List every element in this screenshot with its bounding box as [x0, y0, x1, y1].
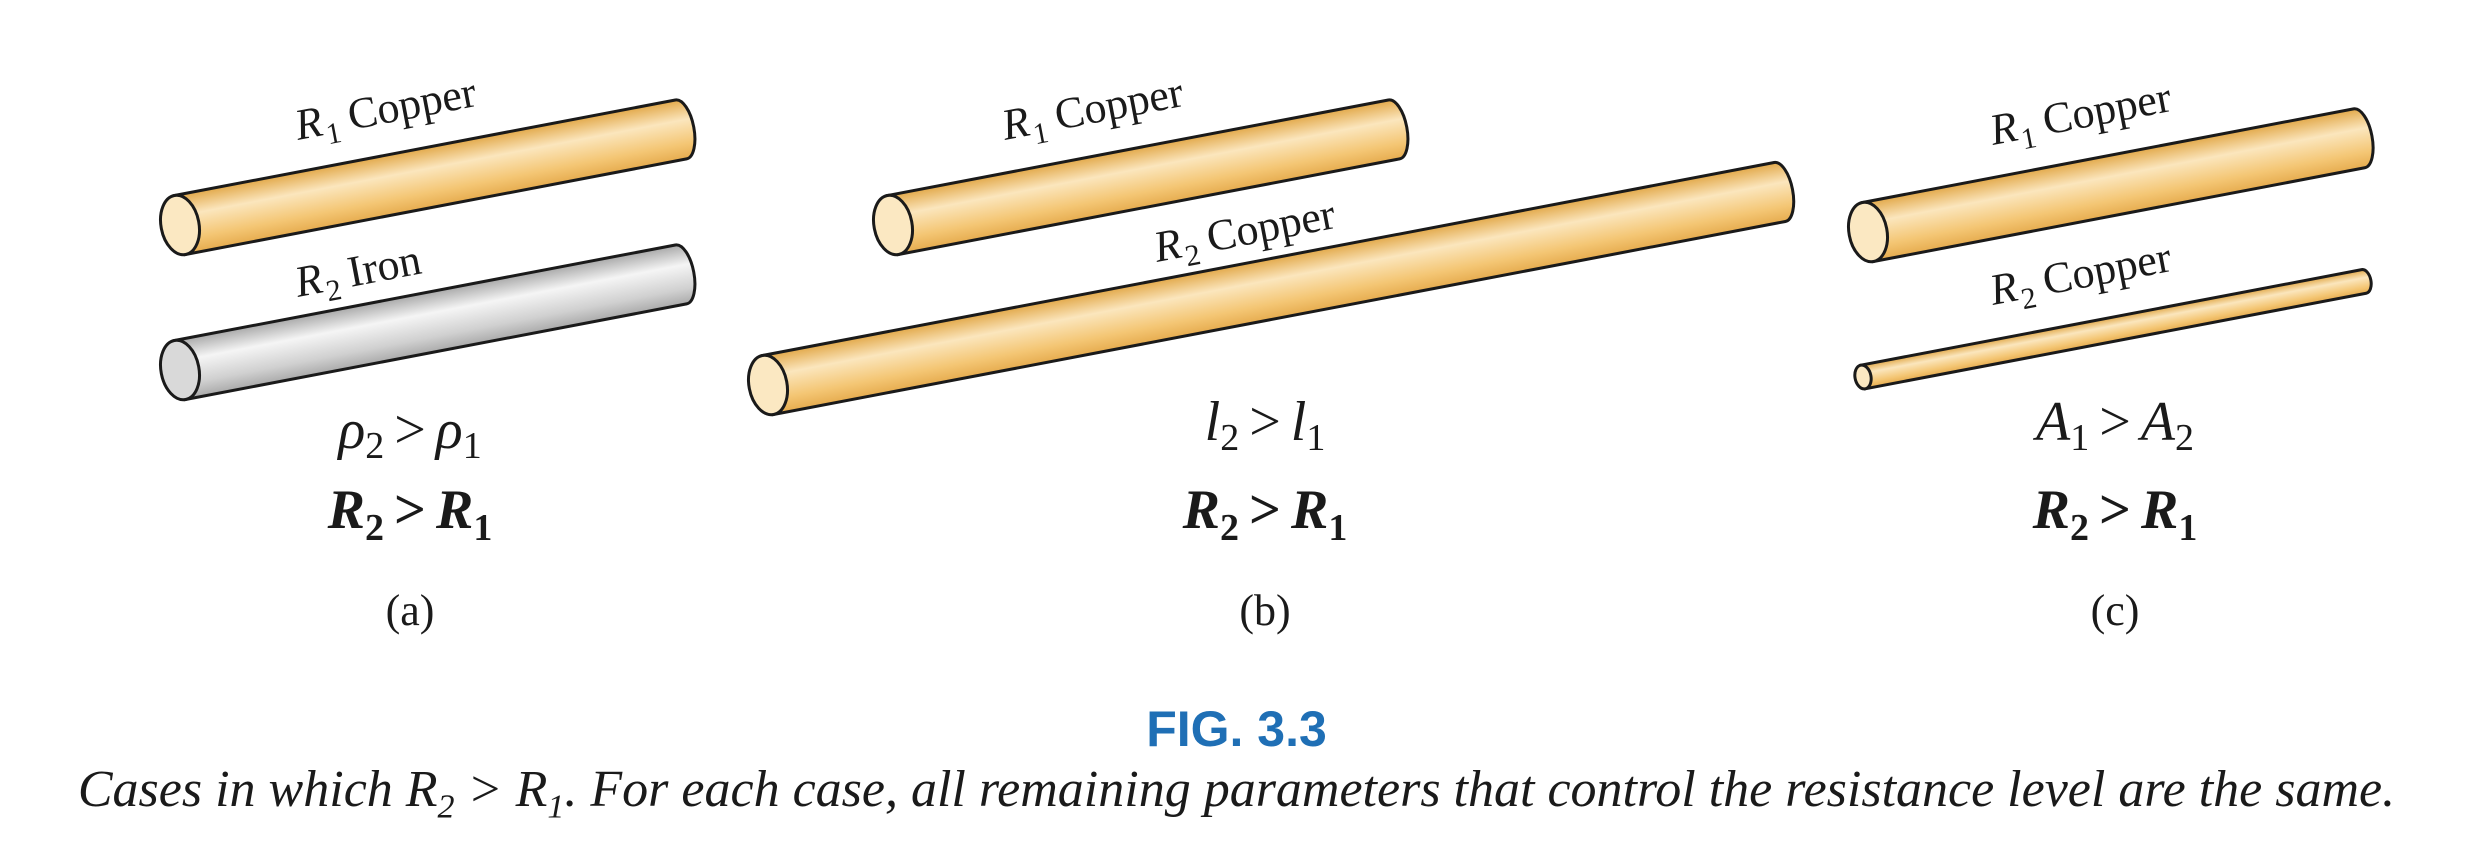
rod-r2-copper-long — [747, 160, 1796, 417]
rod-r2-copper-thin — [1853, 268, 2373, 391]
caption-sub: 1 — [547, 788, 565, 826]
rod-r1-copper — [159, 98, 697, 257]
panel-a: R1Copper R2Iron ρ2 > ρ1 R2 > R1 (a) — [159, 67, 697, 635]
panel-b: R1Copper R2Copper l2 > l1 R2 > R1 (b) — [747, 67, 1796, 635]
panel-c: R1Copper R2Copper A1 > A2 R2 > R1 (c) — [1847, 72, 2375, 635]
result-b: R2 > R1 — [1182, 479, 1348, 549]
caption-part: Cases in which R — [77, 761, 438, 818]
rod-r1-copper — [1847, 107, 2375, 264]
rod-r2-label: R2Copper — [1985, 232, 2177, 322]
caption-part: > R — [454, 761, 548, 818]
figure-label: FIG. 3.3 — [1146, 701, 1327, 757]
result-c: R2 > R1 — [2032, 479, 2198, 549]
relation-b: l2 > l1 — [1205, 391, 1326, 459]
tag-a: (a) — [386, 586, 435, 635]
caption-sub: 2 — [437, 788, 455, 826]
relation-c: A1 > A2 — [2032, 391, 2194, 459]
result-a: R2 > R1 — [327, 479, 493, 549]
relation-a: ρ2 > ρ1 — [336, 399, 481, 467]
rod-r1-copper — [872, 98, 1410, 257]
figure-caption: Cases in which R2 > R1. For each case, a… — [0, 760, 2473, 826]
tag-c: (c) — [2091, 586, 2140, 635]
caption-part: . For each case, all remaining parameter… — [564, 761, 2396, 818]
tag-b: (b) — [1239, 586, 1290, 635]
rod-r2-iron — [159, 243, 697, 402]
